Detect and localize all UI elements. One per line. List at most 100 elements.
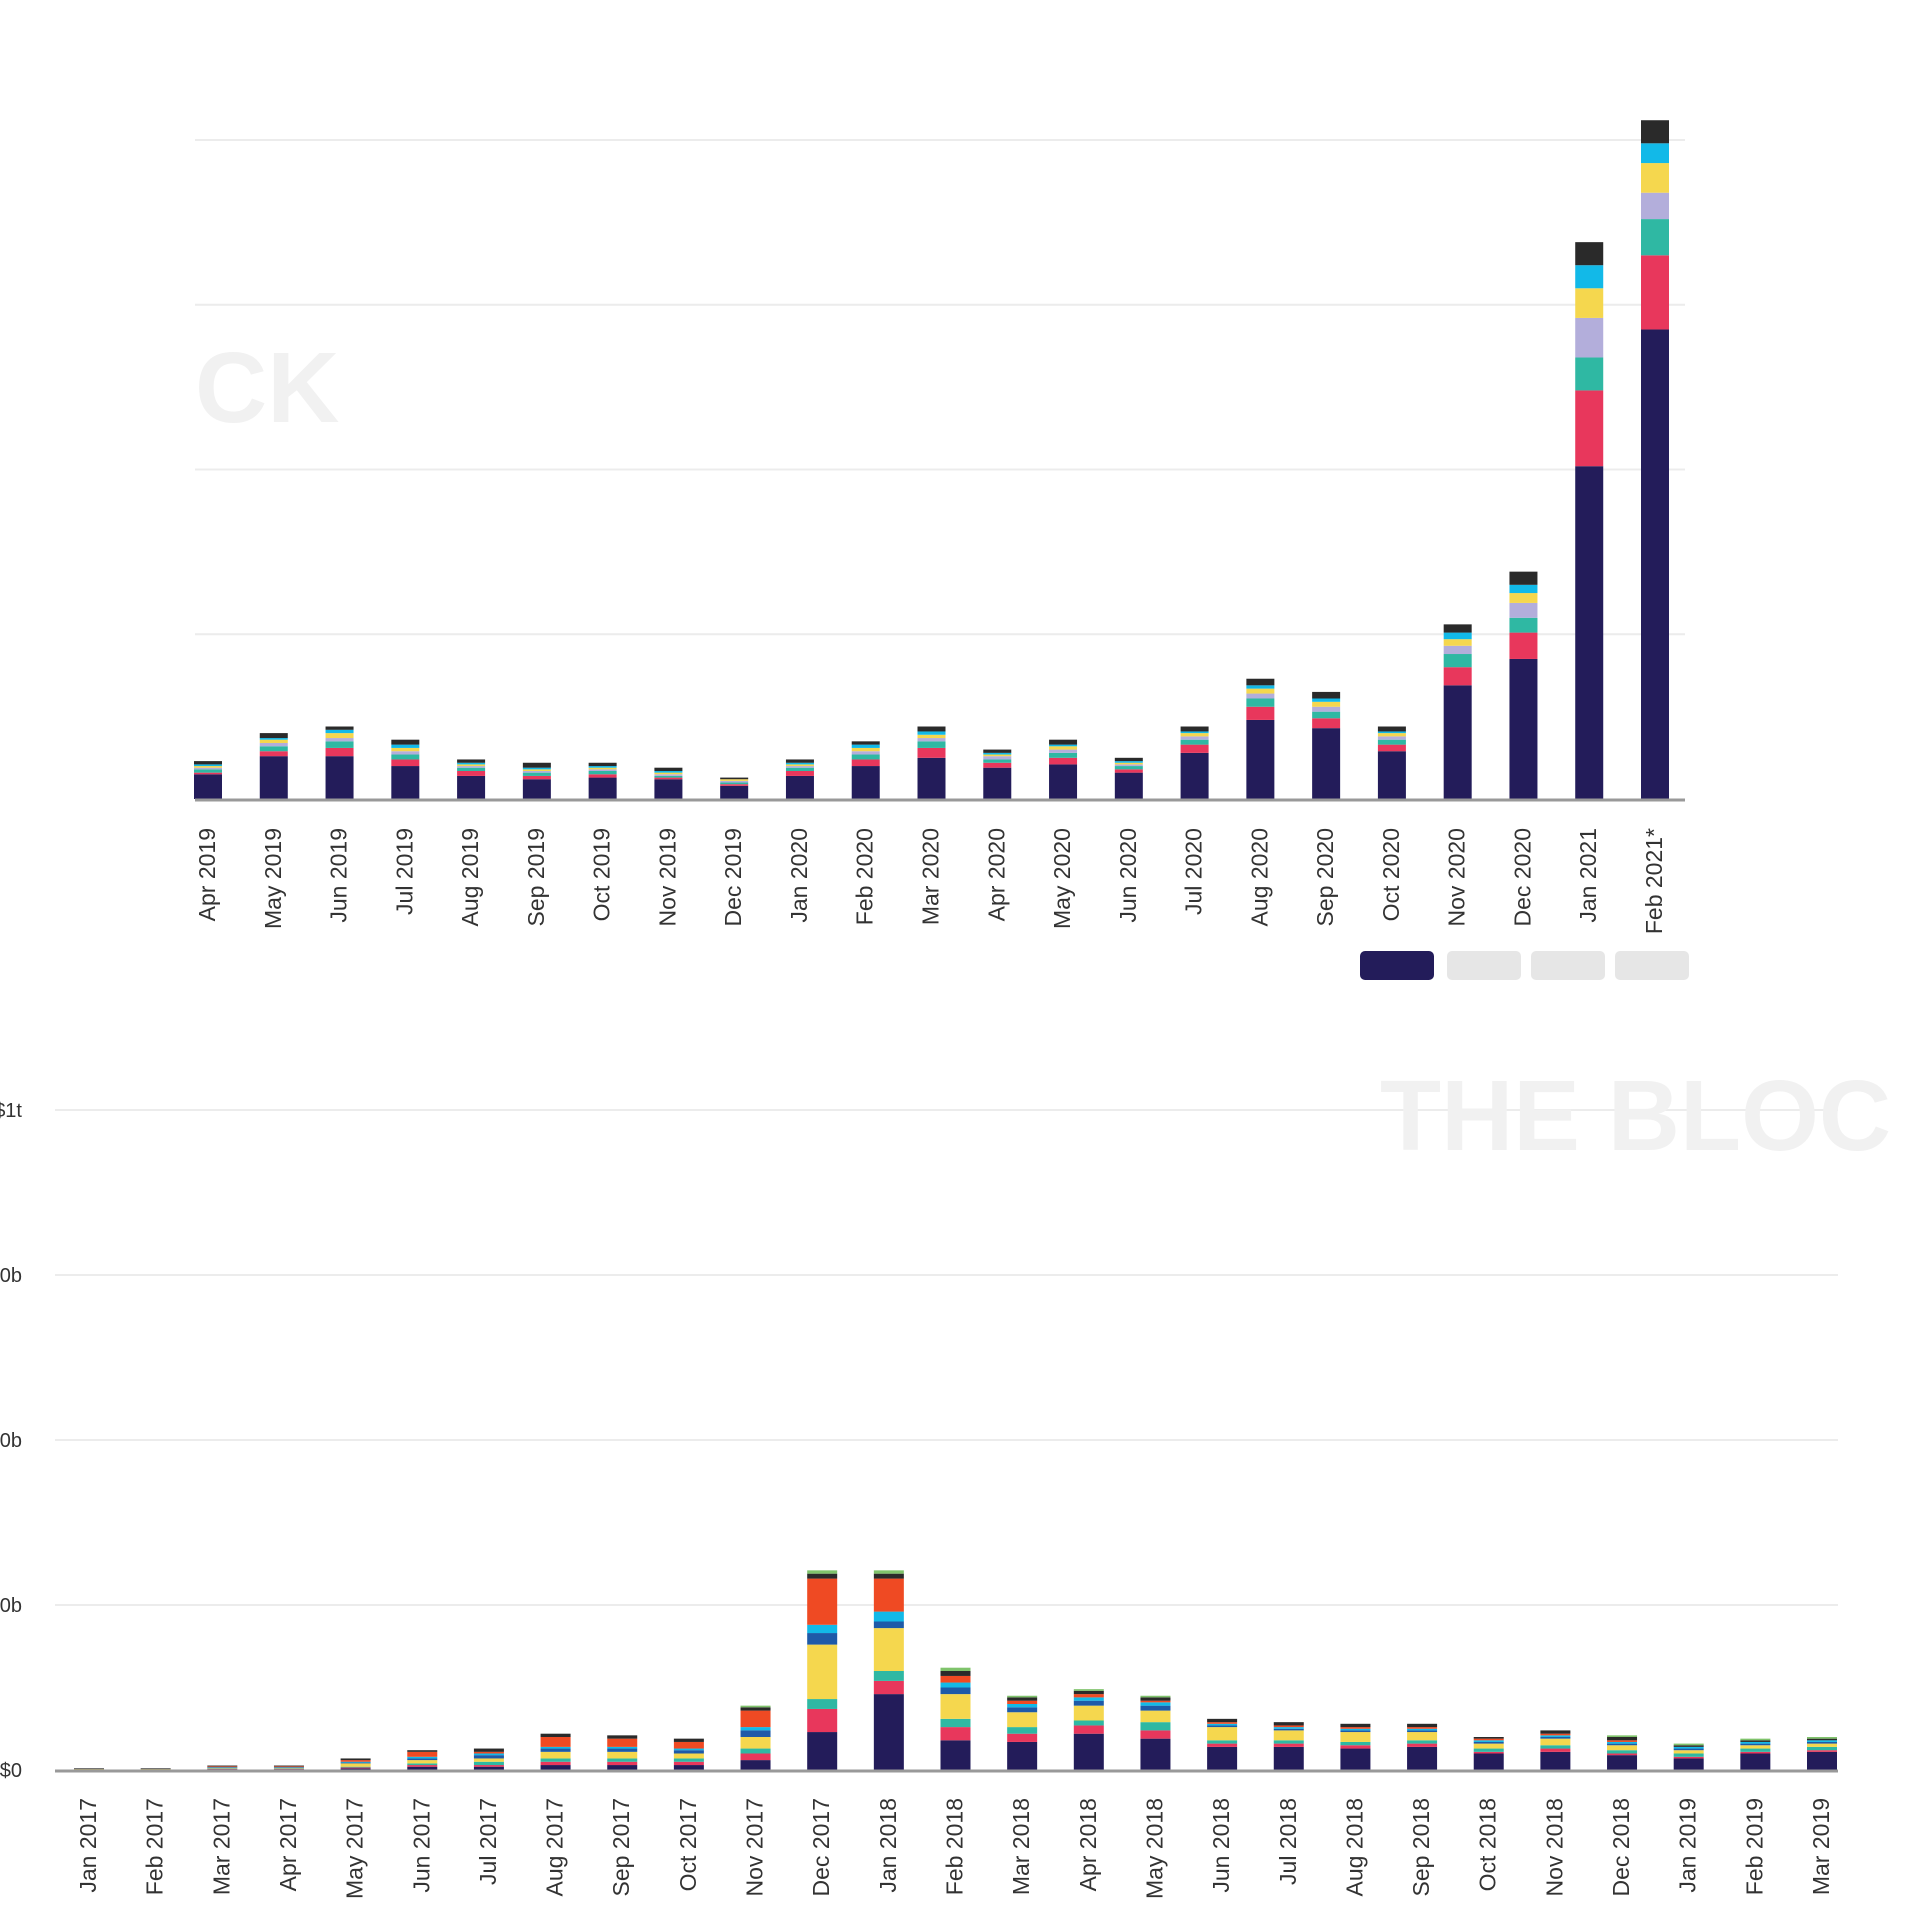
top-bar-segment-dark (1575, 242, 1604, 266)
top-bar-segment-lavender (1114, 764, 1143, 767)
bottom-bar-segment-green (1607, 1735, 1638, 1737)
bottom-x-tick-label: Jun 2018 (1208, 1798, 1234, 1893)
bottom-bar-segment-cyan (1073, 1697, 1104, 1701)
top-bar-segment-lavender (457, 766, 486, 768)
bottom-x-tick-label: Apr 2017 (275, 1798, 301, 1891)
range-button-2[interactable] (1447, 951, 1521, 980)
top-bar-segment-lavender (1180, 736, 1209, 740)
top-x-tick-label: Nov 2019 (654, 828, 680, 926)
top-bar-segment-navy (1443, 685, 1472, 799)
top-bar-segment-navy (1049, 764, 1078, 799)
bottom-x-tick-label: Mar 2018 (1008, 1798, 1034, 1895)
top-bar-segment-teal (917, 741, 946, 748)
bottom-x-tick-label: Nov 2017 (742, 1798, 768, 1896)
bottom-bar-segment-teal (1740, 1748, 1771, 1752)
bottom-bar-segment-teal (473, 1761, 504, 1766)
bottom-bar-segment-cyan (1273, 1727, 1304, 1729)
bottom-bar-segment-crimson (740, 1753, 771, 1761)
top-bar-segment-teal (522, 772, 551, 776)
top-bar-segment-teal (1443, 654, 1472, 668)
bottom-bar-segment-navy (607, 1765, 638, 1770)
bottom-bar-segment-orange (540, 1737, 571, 1747)
bottom-bar-segment-navy (1473, 1753, 1504, 1770)
range-button-4[interactable] (1615, 951, 1689, 980)
top-bar-segment-yellow (1114, 762, 1143, 765)
top-bar-segment-teal (720, 782, 749, 785)
bottom-bar-segment-crimson (1340, 1745, 1371, 1749)
bottom-bar-segment-blue (473, 1755, 504, 1759)
bottom-bar-segment-teal (540, 1758, 571, 1762)
bottom-bar-segment-orange (1207, 1722, 1238, 1724)
bottom-x-tick-label: Jul 2017 (475, 1798, 501, 1885)
top-bar-segment-dark (194, 761, 222, 765)
bottom-bar-jun-2018 (1207, 1718, 1238, 1770)
top-bar-segment-cyan (1641, 143, 1669, 164)
bottom-x-tick-label: May 2017 (342, 1798, 368, 1899)
bottom-bar-segment-orange (673, 1741, 704, 1749)
top-bar-segment-cyan (1575, 265, 1604, 289)
bottom-bar-segment-cyan (1007, 1704, 1038, 1708)
bottom-bar-segment-teal (1273, 1740, 1304, 1744)
bottom-bar-oct-2017 (673, 1738, 704, 1770)
top-bar-segment-navy (391, 766, 420, 799)
top-bar-segment-navy (1575, 466, 1604, 799)
top-bar-segment-yellow (917, 734, 946, 739)
top-x-tick-label: May 2020 (1049, 828, 1075, 929)
bottom-bar-may-2018 (1140, 1695, 1171, 1770)
bottom-bar-segment-teal (607, 1758, 638, 1762)
top-bar-segment-navy (1641, 329, 1669, 799)
top-bar-segment-crimson (391, 759, 420, 767)
top-bar-segment-navy (194, 774, 222, 799)
bottom-bar-segment-teal (1207, 1740, 1238, 1744)
bottom-bar-segment-cyan (273, 1767, 304, 1768)
bottom-bar-segment-orange (1273, 1725, 1304, 1728)
bottom-bar-segment-navy (873, 1694, 904, 1770)
bottom-bar-segment-yellow (1073, 1705, 1104, 1721)
top-bar-segment-crimson (983, 762, 1012, 768)
bottom-x-tick-label: Dec 2018 (1608, 1798, 1634, 1896)
bottom-bar-segment-orange (807, 1578, 838, 1625)
bottom-bar-segment-crimson (1740, 1751, 1771, 1754)
top-bar-segment-teal (194, 769, 222, 773)
chart-panel-bottom: THE BLOC Jan 2017 Feb 2017 Mar 2017 Apr 2017… (0, 980, 1920, 1920)
bottom-bar-segment-dark (1807, 1738, 1837, 1741)
bottom-bar-mar-2017 (207, 1765, 238, 1770)
bottom-bar-segment-teal (1807, 1746, 1837, 1751)
top-bar-segment-crimson (522, 775, 551, 780)
top-bar-segment-dark (325, 726, 354, 730)
top-bar-segment-dark (391, 739, 420, 745)
bottom-bar-mar-2019 (1807, 1737, 1837, 1770)
top-bar-segment-yellow (851, 747, 880, 752)
bottom-bar-segment-navy (940, 1740, 971, 1770)
bottom-bar-segment-blue (1407, 1730, 1438, 1733)
bottom-bars (74, 1570, 1837, 1770)
top-bar-segment-navy (1180, 752, 1209, 799)
bottom-bar-segment-navy (340, 1768, 371, 1770)
bottom-bar-segment-dark (540, 1733, 571, 1737)
bottom-bar-segment-cyan (207, 1767, 238, 1768)
bottom-bar-segment-cyan (1540, 1735, 1571, 1737)
range-button-1[interactable] (1360, 951, 1434, 980)
top-bar-segment-teal (259, 746, 288, 752)
top-bar-segment-lavender (259, 742, 288, 747)
bottom-bar-segment-crimson (1207, 1743, 1238, 1747)
bottom-bar-dec-2018 (1607, 1735, 1638, 1770)
bottom-bar-segment-yellow (673, 1753, 704, 1759)
top-bar-segment-navy (522, 779, 551, 799)
bottom-bar-segment-navy (1607, 1755, 1638, 1770)
range-button-3[interactable] (1531, 951, 1605, 980)
bottom-x-tick-label: Aug 2017 (542, 1798, 568, 1896)
bottom-bar-segment-dark (1673, 1745, 1704, 1747)
bottom-bar-apr-2018 (1073, 1689, 1104, 1770)
top-bar-segment-lavender (1246, 693, 1275, 699)
bottom-bar-segment-navy (1540, 1751, 1571, 1770)
bottom-bar-segment-yellow (340, 1763, 371, 1767)
top-bar-segment-teal (1180, 739, 1209, 745)
top-bar-segment-teal (1575, 357, 1604, 391)
bottom-bar-segment-navy (407, 1766, 438, 1770)
top-bar-segment-dark (1114, 757, 1143, 762)
bottom-bar-segment-blue (540, 1748, 571, 1752)
top-bar-segment-teal (1312, 711, 1341, 719)
top-bar-segment-crimson (1575, 390, 1604, 467)
top-bar-segment-lavender (325, 738, 354, 742)
